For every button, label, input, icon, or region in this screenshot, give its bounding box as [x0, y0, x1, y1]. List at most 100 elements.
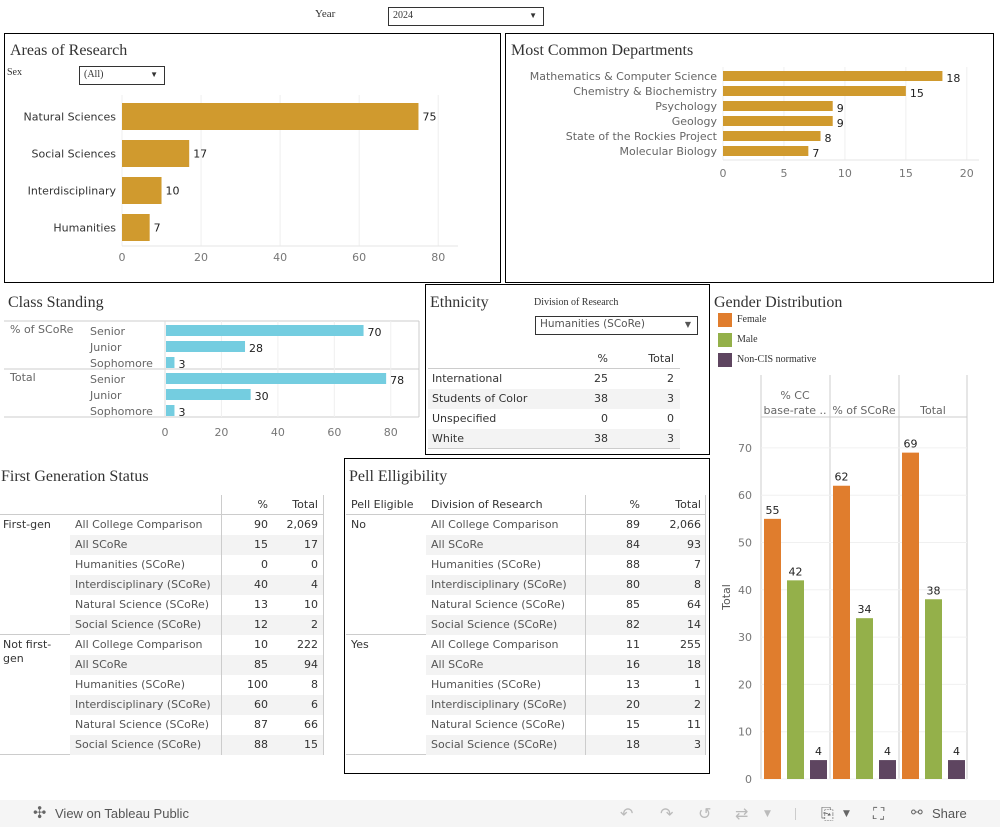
chevron-down-icon[interactable]: ▼	[764, 809, 771, 819]
refresh-icon[interactable]: ⇄	[735, 804, 749, 823]
total-cell: 2	[694, 698, 701, 711]
year-dropdown-value: 2024	[393, 10, 413, 21]
division-cell: Social Science (SCoRe)	[431, 618, 558, 631]
ethnicity-label: White	[432, 432, 464, 445]
pct-cell: 15	[626, 718, 640, 731]
legend-item[interactable]: Male	[718, 333, 848, 349]
x-tick-label: 15	[899, 167, 913, 180]
download-icon[interactable]: ⎘	[821, 804, 834, 823]
column-divider	[705, 495, 706, 755]
category-label: Sophomore	[90, 405, 153, 418]
bar-female	[902, 452, 919, 779]
ethnicity-label: Students of Color	[432, 392, 528, 405]
redo-icon[interactable]: ↷	[660, 804, 674, 823]
sex-dropdown[interactable]: (All) ▼	[79, 66, 165, 85]
division-cell: Humanities (SCoRe)	[75, 558, 185, 571]
division-cell: All SCoRe	[75, 658, 128, 671]
table-row: Interdisciplinary (SCoRe) 20 2	[346, 695, 706, 715]
bar	[122, 103, 419, 130]
share-icon[interactable]: ⚯	[911, 805, 923, 821]
departments-panel	[505, 33, 994, 283]
total-cell: 18	[687, 658, 701, 671]
data-label: 8	[825, 132, 832, 145]
row-band	[70, 575, 324, 595]
departments-title: Most Common Departments	[511, 42, 694, 59]
total-cell: 2,069	[286, 518, 319, 531]
chevron-down-icon[interactable]: ▼	[843, 809, 850, 819]
x-tick-label: 0	[119, 251, 126, 264]
column-header-total: Total	[675, 498, 701, 511]
bar	[166, 325, 364, 336]
pct-cell: 25	[594, 372, 608, 385]
data-label: 7	[812, 147, 819, 160]
pct-cell: 85	[254, 658, 268, 671]
group-label: First-gen	[3, 518, 51, 531]
group-label: Not first-gen	[3, 638, 52, 665]
table-row: Natural Science (SCoRe) 87 66	[0, 715, 324, 735]
table-row: Natural Science (SCoRe) 13 10	[0, 595, 324, 615]
division-cell: All College Comparison	[75, 638, 203, 651]
division-cell: Natural Science (SCoRe)	[431, 718, 566, 731]
bar-male	[856, 618, 873, 779]
total-cell: 2	[667, 372, 674, 385]
column-header-pct: %	[257, 498, 268, 511]
ethnicity-title: Ethnicity	[430, 294, 489, 311]
category-label: State of the Rockies Project	[566, 130, 718, 143]
category-label: Molecular Biology	[620, 145, 718, 158]
total-cell: 0	[311, 558, 318, 571]
data-label: 70	[368, 326, 382, 339]
table-row: Humanities (SCoRe) 0 0	[0, 555, 324, 575]
division-dropdown[interactable]: Humanities (SCoRe) ▼	[535, 316, 698, 335]
legend-label: Male	[737, 334, 758, 345]
table-row: International 25 2	[428, 369, 680, 389]
group-label: No	[351, 518, 366, 531]
bar	[166, 373, 387, 384]
pct-cell: 38	[594, 392, 608, 405]
revert-icon[interactable]: ↺	[698, 804, 712, 823]
table-row: Social Science (SCoRe) 12 2	[0, 615, 324, 635]
data-label: 4	[953, 745, 960, 758]
x-tick-label: 20	[214, 426, 228, 439]
data-label: 7	[154, 222, 161, 235]
total-cell: 15	[304, 738, 318, 751]
y-tick-label: 40	[738, 584, 752, 597]
table-row: Unspecified 0 0	[428, 409, 680, 429]
pct-cell: 85	[626, 598, 640, 611]
share-button[interactable]: Share	[932, 806, 967, 821]
division-cell: Natural Science (SCoRe)	[75, 598, 210, 611]
data-label: 34	[858, 603, 872, 616]
total-cell: 3	[667, 432, 674, 445]
legend-label: Female	[737, 314, 767, 325]
division-cell: All College Comparison	[431, 518, 559, 531]
year-filter-label: Year	[315, 8, 336, 20]
table-row: Not first-gen All College Comparison 10 222	[0, 635, 324, 665]
fullscreen-icon[interactable]: ⛶	[873, 804, 885, 823]
pell-panel	[344, 458, 710, 774]
toolbar-divider	[795, 808, 796, 820]
category-label: Social Sciences	[32, 148, 117, 161]
column-header-total: Total	[292, 498, 318, 511]
pct-cell: 11	[626, 638, 640, 651]
pct-cell: 0	[601, 412, 608, 425]
x-tick-label: 80	[431, 251, 445, 264]
data-label: 38	[927, 584, 941, 597]
division-cell: Interdisciplinary (SCoRe)	[75, 698, 211, 711]
x-tick-label: 60	[327, 426, 341, 439]
pct-cell: 12	[254, 618, 268, 631]
table-row: Social Science (SCoRe) 18 3	[346, 735, 706, 755]
data-label: 69	[904, 438, 918, 451]
undo-icon[interactable]: ↶	[620, 804, 634, 823]
division-cell: Interdisciplinary (SCoRe)	[75, 578, 211, 591]
division-cell: All SCoRe	[431, 538, 484, 551]
table-row: Social Science (SCoRe) 82 14	[346, 615, 706, 635]
total-cell: 8	[694, 578, 701, 591]
legend-item[interactable]: Non-CIS normative	[718, 353, 848, 369]
division-cell: Humanities (SCoRe)	[431, 558, 541, 571]
legend-item[interactable]: Female	[718, 313, 848, 329]
category-label: Senior	[90, 325, 126, 338]
data-label: 30	[255, 390, 269, 403]
view-on-tableau-public-link[interactable]: View on Tableau Public	[55, 806, 189, 821]
category-label: Senior	[90, 373, 126, 386]
year-dropdown[interactable]: 2024 ▼	[388, 7, 544, 26]
table-row: All SCoRe 84 93	[346, 535, 706, 555]
